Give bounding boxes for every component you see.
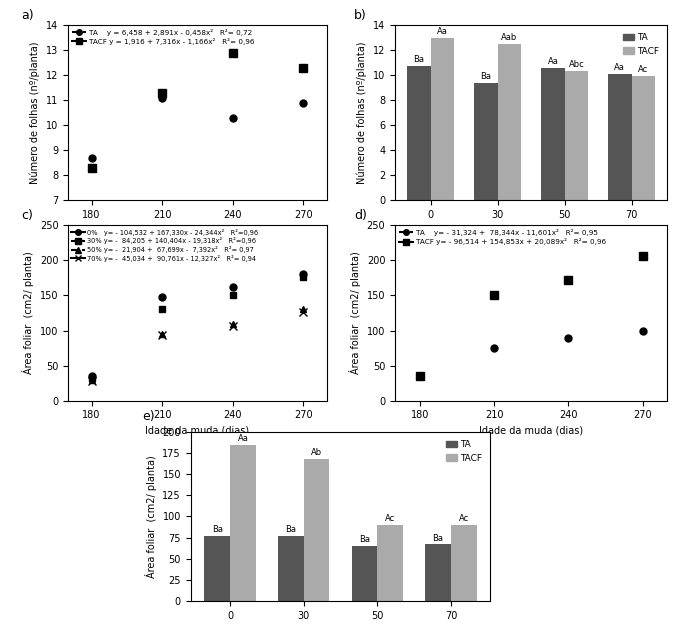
Bar [377, 525, 403, 601]
Text: b): b) [354, 9, 367, 21]
Text: Aa: Aa [437, 27, 448, 36]
Bar [351, 546, 377, 601]
Legend: TA, TACF: TA, TACF [442, 436, 486, 466]
Y-axis label: Área foliar  (cm2/ planta): Área foliar (cm2/ planta) [145, 455, 157, 578]
Y-axis label: Área foliar  (cm2/ planta): Área foliar (cm2/ planta) [22, 252, 34, 374]
X-axis label: Sombreamento (%): Sombreamento (%) [484, 225, 579, 235]
Bar [304, 459, 330, 601]
Bar [608, 74, 631, 200]
Bar [451, 525, 477, 601]
Bar [407, 66, 431, 200]
Text: Abc: Abc [569, 61, 584, 69]
Text: c): c) [22, 209, 33, 222]
Text: Aa: Aa [548, 57, 558, 66]
Bar [230, 444, 256, 601]
Bar [565, 71, 588, 200]
Bar [541, 68, 565, 200]
Text: Ba: Ba [481, 72, 492, 81]
Text: Ba: Ba [359, 535, 370, 545]
Legend: 0%   y= - 104,532 + 167,330x - 24,344x²   R²=0,96, 30% y= -  84,205 + 140,404x -: 0% y= - 104,532 + 167,330x - 24,344x² R²… [72, 228, 258, 262]
X-axis label: Idade da muda (dias): Idade da muda (dias) [146, 225, 249, 235]
Text: Ab: Ab [311, 448, 322, 457]
Text: d): d) [354, 209, 367, 222]
Text: Ac: Ac [459, 514, 469, 523]
Bar [278, 536, 304, 601]
Text: e): e) [143, 411, 155, 423]
Bar [474, 83, 498, 200]
Text: Aa: Aa [238, 434, 249, 443]
Legend: TA, TACF: TA, TACF [619, 29, 663, 59]
Bar [431, 38, 454, 200]
Legend: TA    y= - 31,324 +  78,344x - 11,601x²   R²= 0,95, TACF y= - 96,514 + 154,853x : TA y= - 31,324 + 78,344x - 11,601x² R²= … [398, 229, 606, 245]
Bar [631, 76, 655, 200]
Bar [425, 545, 451, 601]
Y-axis label: Área foliar  (cm2/ planta): Área foliar (cm2/ planta) [349, 252, 361, 374]
Text: a): a) [22, 9, 34, 21]
Text: Aa: Aa [614, 63, 625, 72]
Text: Ba: Ba [432, 533, 443, 543]
Text: Ba: Ba [285, 525, 296, 534]
Bar [204, 536, 230, 601]
Y-axis label: Número de folhas (nº/planta): Número de folhas (nº/planta) [357, 41, 367, 184]
Text: Ac: Ac [385, 514, 395, 523]
Bar [498, 44, 521, 200]
Y-axis label: Número de folhas (nº/planta): Número de folhas (nº/planta) [30, 41, 40, 184]
Text: Aab: Aab [501, 33, 518, 42]
X-axis label: Idade da muda (dias): Idade da muda (dias) [479, 426, 583, 436]
Text: Ac: Ac [638, 66, 648, 74]
Legend: TA    y = 6,458 + 2,891x - 0,458x²   R²= 0,72, TACF y = 1,916 + 7,316x - 1,166x²: TA y = 6,458 + 2,891x - 0,458x² R²= 0,72… [72, 29, 255, 45]
X-axis label: Idade da muda (dias): Idade da muda (dias) [146, 426, 249, 436]
Text: Ba: Ba [413, 56, 424, 64]
Text: Ba: Ba [212, 525, 223, 534]
